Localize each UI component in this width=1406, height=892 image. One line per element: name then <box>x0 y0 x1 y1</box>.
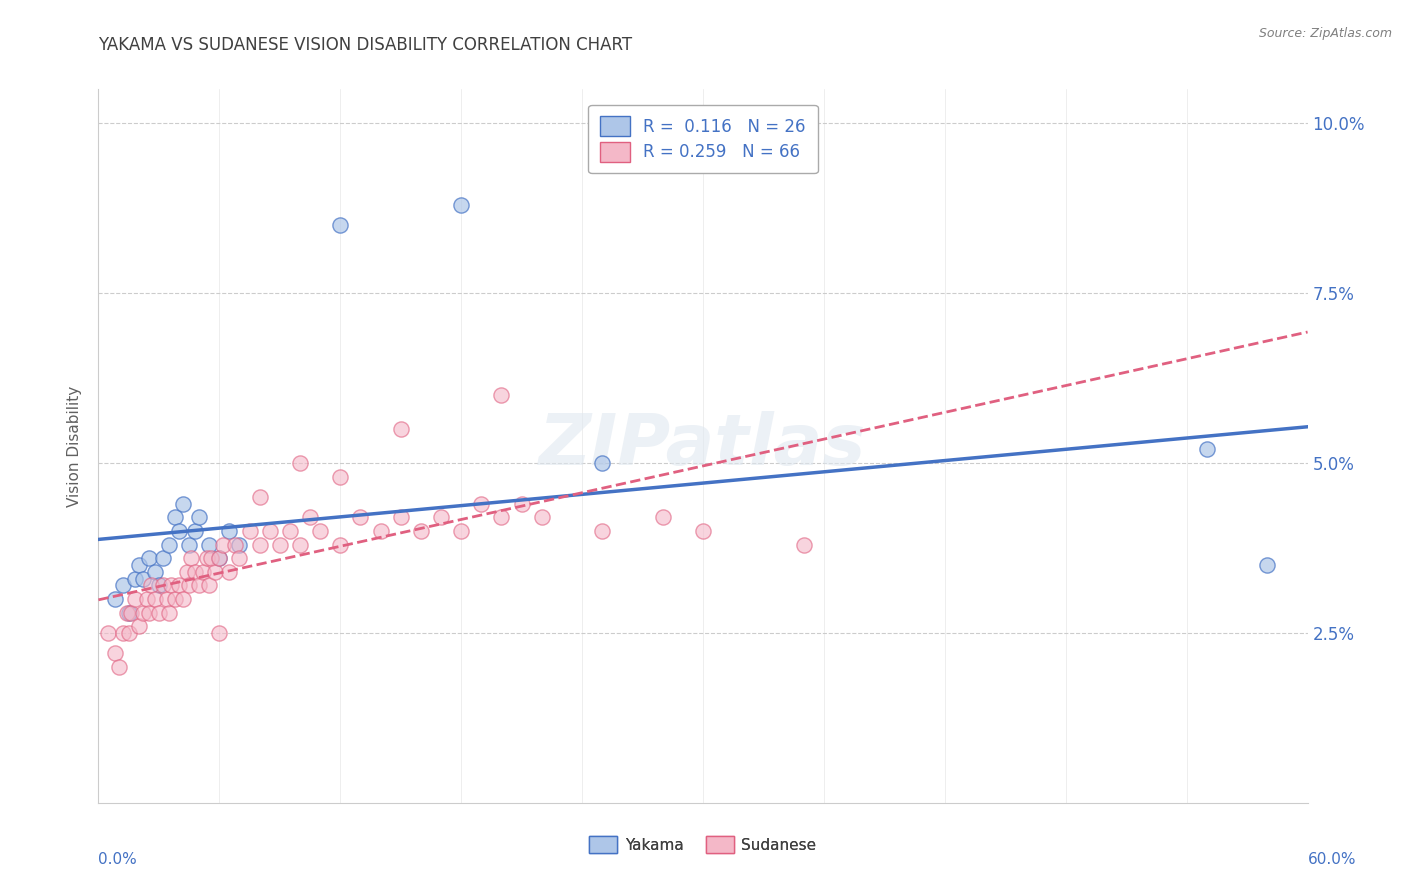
Text: Source: ZipAtlas.com: Source: ZipAtlas.com <box>1258 27 1392 40</box>
Point <box>157 537 180 551</box>
Point <box>409 524 432 538</box>
Point <box>120 606 142 620</box>
Point <box>172 591 194 606</box>
Point <box>228 537 250 551</box>
Point <box>249 490 271 504</box>
Point <box>1195 442 1218 457</box>
Point <box>329 469 352 483</box>
Point <box>111 578 134 592</box>
Point <box>329 218 352 232</box>
Point <box>160 578 183 592</box>
Point <box>208 551 231 566</box>
Point <box>103 646 125 660</box>
Point <box>510 497 533 511</box>
Text: YAKAMA VS SUDANESE VISION DISABILITY CORRELATION CHART: YAKAMA VS SUDANESE VISION DISABILITY COR… <box>98 36 633 54</box>
Point <box>430 510 453 524</box>
Point <box>692 524 714 538</box>
Point <box>103 591 125 606</box>
Point <box>208 551 231 566</box>
Point <box>128 558 150 572</box>
Point <box>163 510 186 524</box>
Point <box>218 565 240 579</box>
Point <box>198 537 221 551</box>
Point <box>148 606 170 620</box>
Point <box>97 626 120 640</box>
Point <box>138 551 160 566</box>
Point <box>188 578 211 592</box>
Point <box>370 524 392 538</box>
Point <box>212 537 235 551</box>
Point <box>167 578 190 592</box>
Point <box>450 198 472 212</box>
Point <box>651 510 673 524</box>
Point <box>269 537 291 551</box>
Y-axis label: Vision Disability: Vision Disability <box>67 385 83 507</box>
Point <box>200 551 222 566</box>
Text: 0.0%: 0.0% <box>98 852 138 867</box>
Point <box>329 537 352 551</box>
Point <box>288 456 311 470</box>
Point <box>152 578 174 592</box>
Point <box>163 591 186 606</box>
Point <box>107 660 129 674</box>
Point <box>288 537 311 551</box>
Point <box>389 510 412 524</box>
Point <box>124 572 146 586</box>
Point <box>198 578 221 592</box>
Point <box>179 537 201 551</box>
Point <box>176 565 198 579</box>
Point <box>143 591 166 606</box>
Point <box>124 591 146 606</box>
Point <box>148 578 170 592</box>
Text: ZIPatlas: ZIPatlas <box>540 411 866 481</box>
Point <box>299 510 322 524</box>
Point <box>132 606 155 620</box>
Point <box>128 619 150 633</box>
Legend: Yakama, Sudanese: Yakama, Sudanese <box>583 830 823 859</box>
Point <box>591 524 613 538</box>
Point <box>184 524 207 538</box>
Point <box>224 537 246 551</box>
Point <box>204 565 226 579</box>
Point <box>239 524 262 538</box>
Point <box>195 551 218 566</box>
Point <box>115 606 138 620</box>
Point <box>591 456 613 470</box>
Point <box>111 626 134 640</box>
Point <box>179 578 201 592</box>
Point <box>208 626 231 640</box>
Point <box>188 510 211 524</box>
Point <box>259 524 281 538</box>
Point <box>491 510 513 524</box>
Point <box>157 606 180 620</box>
Point <box>218 524 240 538</box>
Point <box>349 510 371 524</box>
Point <box>167 524 190 538</box>
Point <box>793 537 815 551</box>
Point <box>118 626 141 640</box>
Point <box>530 510 553 524</box>
Point <box>180 551 202 566</box>
Point <box>139 578 162 592</box>
Point <box>156 591 179 606</box>
Point <box>470 497 492 511</box>
Point <box>228 551 250 566</box>
Point <box>1256 558 1278 572</box>
Point <box>450 524 472 538</box>
Point <box>118 606 141 620</box>
Point <box>278 524 301 538</box>
Point <box>132 572 155 586</box>
Point <box>193 565 215 579</box>
Point <box>138 606 160 620</box>
Point <box>172 497 194 511</box>
Point <box>184 565 207 579</box>
Text: 60.0%: 60.0% <box>1309 852 1357 867</box>
Point <box>152 551 174 566</box>
Point <box>135 591 157 606</box>
Point <box>389 422 412 436</box>
Point <box>491 388 513 402</box>
Point <box>249 537 271 551</box>
Point <box>143 565 166 579</box>
Point <box>309 524 332 538</box>
